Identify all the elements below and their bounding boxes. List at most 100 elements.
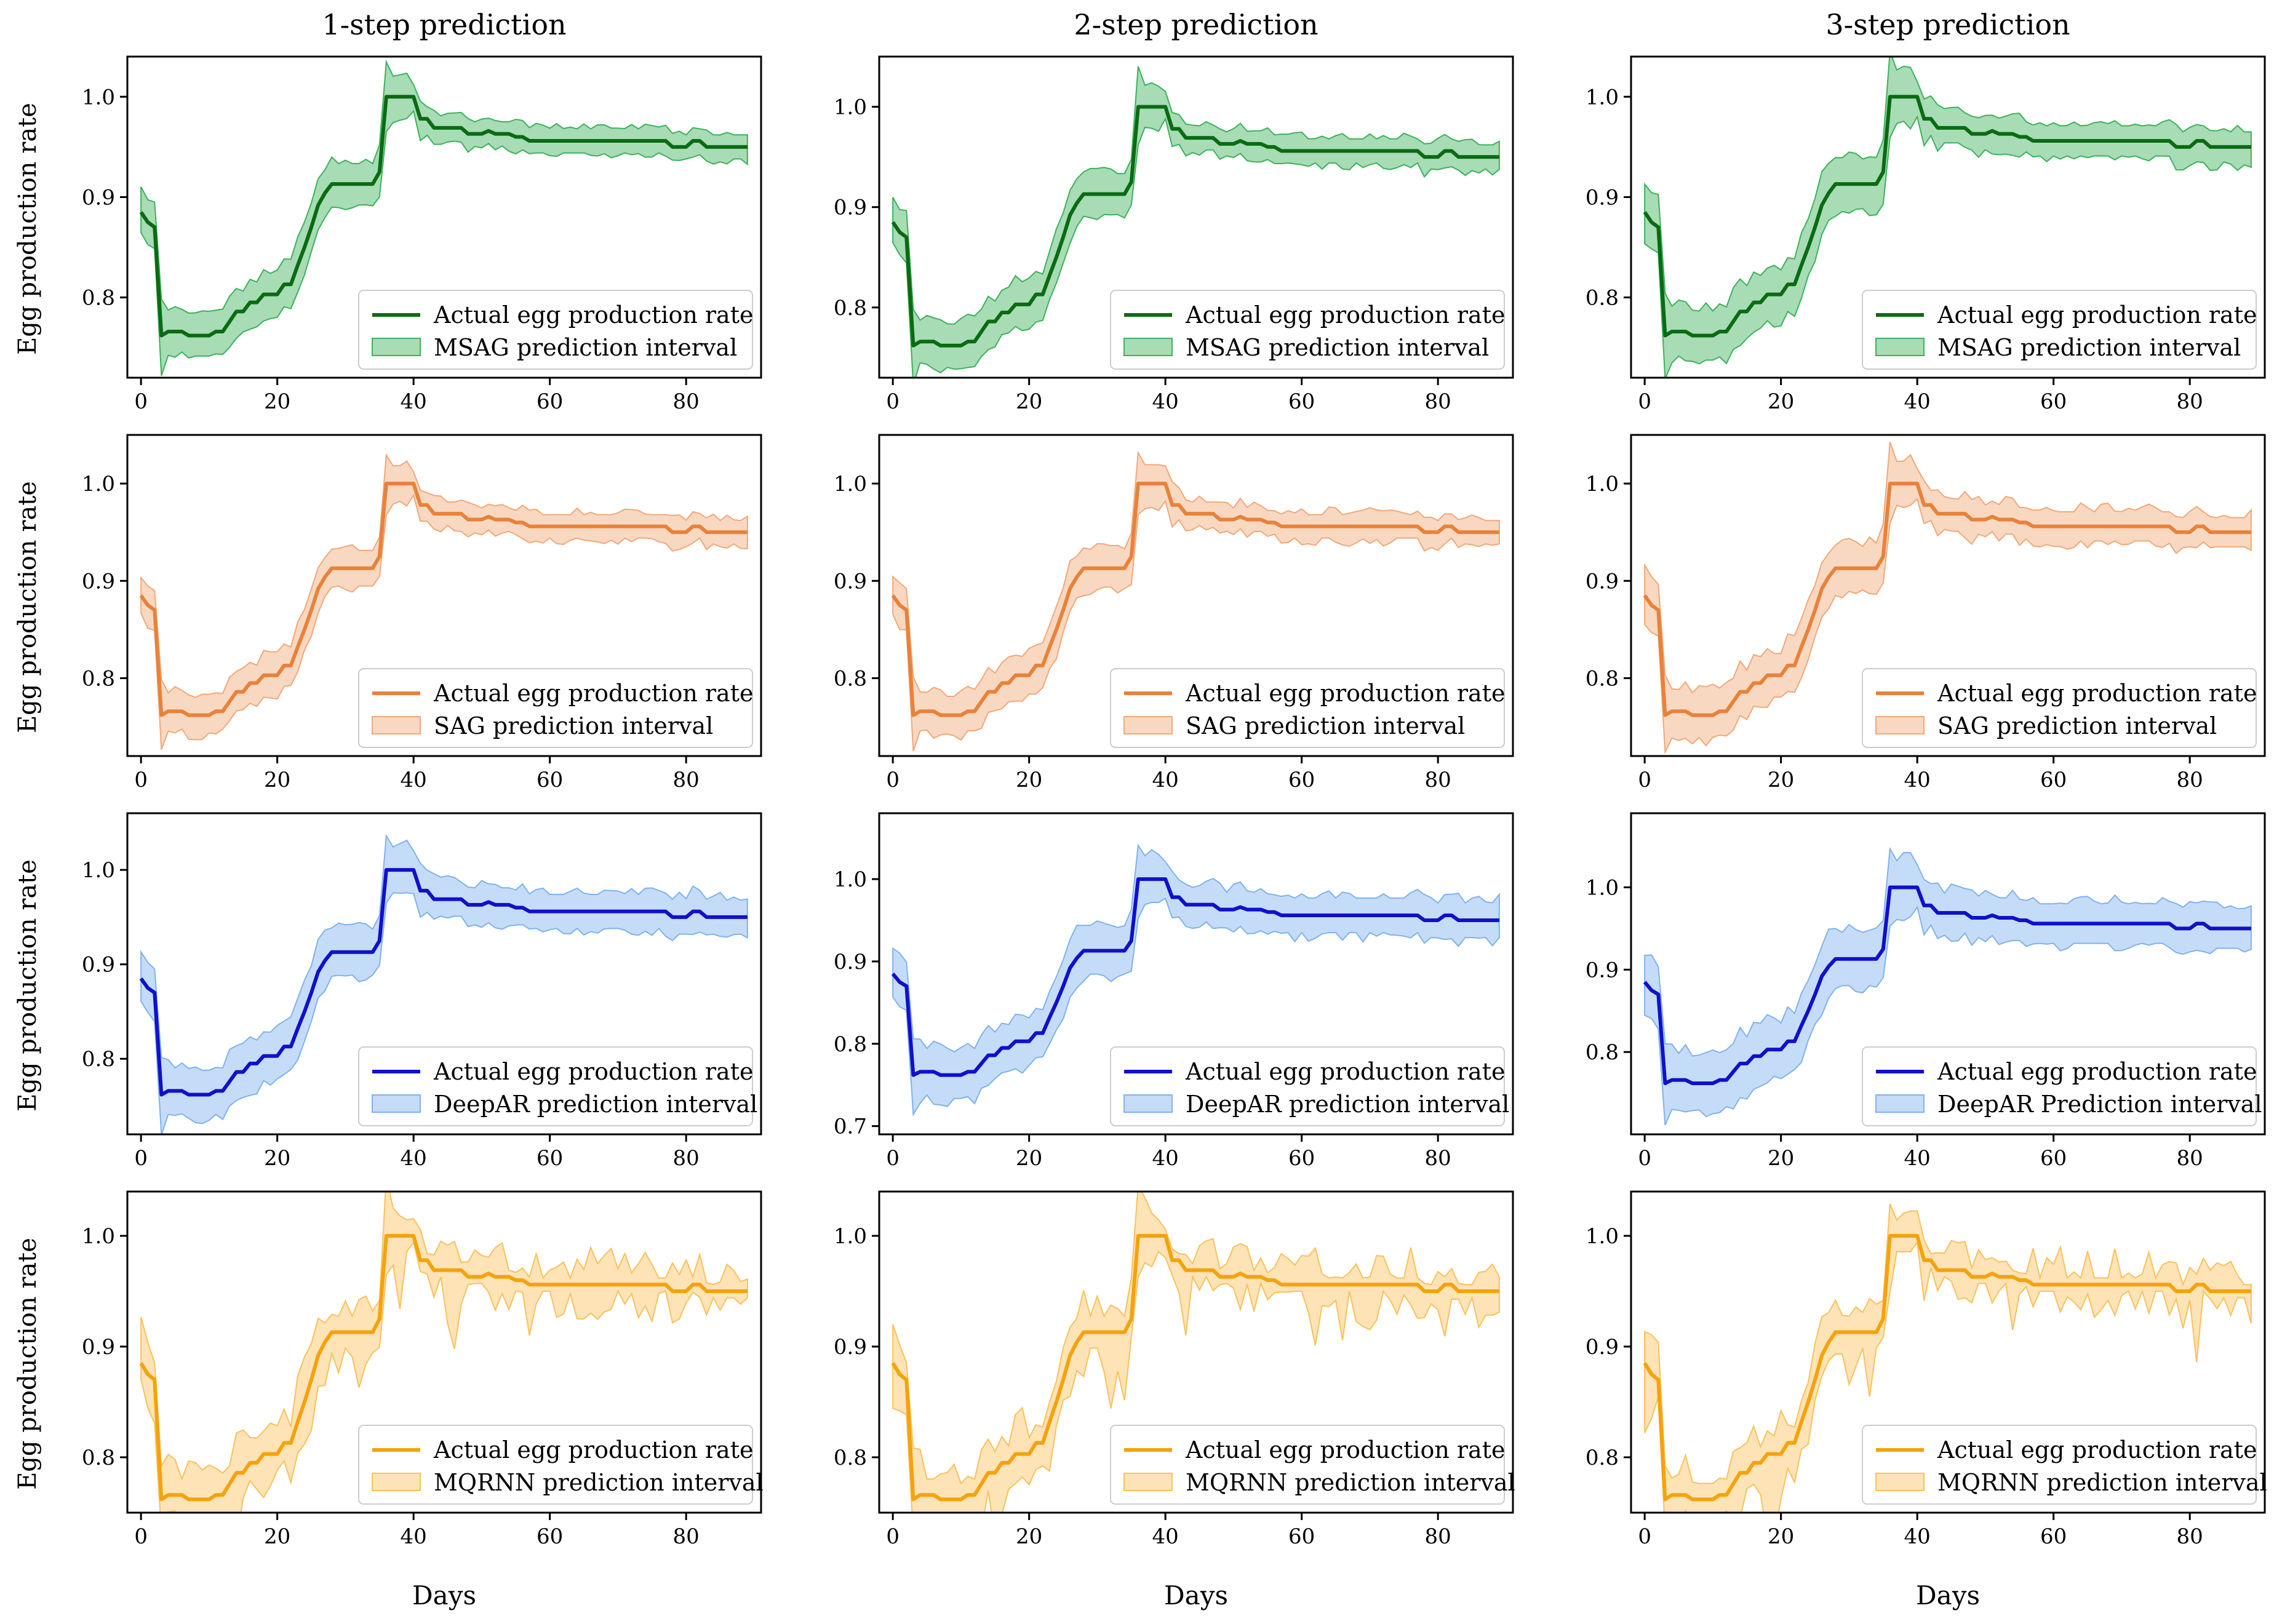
legend-label-interval: DeepAR prediction interval [434, 1091, 757, 1118]
axes-frame [1630, 55, 2266, 379]
x-tick-label: 60 [2040, 768, 2067, 792]
y-tick-label: 0.8 [834, 1446, 867, 1470]
legend-box [358, 1425, 753, 1505]
legend-band-swatch [1875, 716, 1925, 734]
legend-band-swatch [1123, 1473, 1173, 1491]
x-tick-label: 0 [1638, 768, 1651, 792]
x-tick-label: 0 [1638, 1146, 1651, 1171]
legend-band-swatch [1875, 338, 1925, 356]
subplot-msag-step-3: 0 20 40 60 80 0.8 0.9 1.0 Actual egg production … [1586, 55, 2266, 414]
y-tick-label: 1.0 [1586, 85, 1619, 109]
y-tick-label: 1.0 [82, 858, 115, 883]
x-tick-label: 0 [134, 389, 148, 414]
y-tick-label: 1.0 [834, 472, 867, 496]
legend-label-interval: DeepAR prediction interval [1186, 1091, 1509, 1118]
prediction-interval-band [1644, 442, 2252, 755]
x-tick-label: 80 [2177, 1146, 2203, 1171]
y-tick-label: 1.0 [1586, 472, 1619, 496]
x-tick-label: 20 [1768, 1146, 1794, 1171]
x-tick-label: 0 [886, 1146, 900, 1171]
axes-frame [878, 1190, 1514, 1514]
x-tick-label: 80 [2177, 768, 2203, 792]
y-tick-label: 0.8 [82, 286, 115, 311]
x-axis-label-col-2: Days [1164, 1580, 1228, 1610]
legend-label-interval: MQRNN prediction interval [1186, 1469, 1515, 1496]
legend-label-actual: Actual egg production rate [1937, 301, 2257, 328]
x-tick-label: 40 [1904, 768, 1931, 792]
legend-label-actual: Actual egg production rate [433, 301, 753, 328]
x-tick-label: 0 [134, 768, 148, 792]
y-tick-label: 1.0 [82, 472, 115, 496]
x-tick-label: 80 [673, 1524, 700, 1549]
legend-band-swatch [1123, 338, 1173, 356]
x-tick-label: 80 [673, 768, 700, 792]
legend-box [1110, 668, 1505, 748]
column-title-3-step: 3-step prediction [1825, 8, 2070, 41]
x-tick-label: 60 [2040, 1146, 2067, 1171]
prediction-interval-band [1644, 57, 2252, 378]
y-tick-label: 0.8 [82, 666, 115, 691]
actual-series-line [891, 1234, 1499, 1502]
y-tick-label: 0.8 [82, 1047, 115, 1072]
y-tick-label: 0.7 [834, 1115, 867, 1139]
legend: Actual egg production rate DeepAR predict… [358, 1046, 757, 1126]
subplot-grid: 0 20 40 60 80 0.8 0.9 1.0 Actual egg production … [82, 55, 2267, 1549]
legend-label-actual: Actual egg production rate [1937, 680, 2257, 707]
x-tick-label: 20 [1768, 768, 1794, 792]
legend-label-actual: Actual egg production rate [433, 1436, 753, 1463]
actual-series-line [891, 105, 1499, 348]
legend-label-interval: DeepAR Prediction interval [1937, 1091, 2262, 1118]
y-tick-label: 1.0 [82, 85, 115, 109]
legend-label-interval: MSAG prediction interval [434, 334, 737, 361]
x-tick-label: 80 [1425, 768, 1451, 792]
x-tick-label: 80 [1425, 1524, 1451, 1549]
legend-band-swatch [1123, 1094, 1173, 1113]
legend-box [1110, 290, 1505, 370]
legend-box [1862, 290, 2257, 370]
x-tick-label: 80 [2177, 389, 2203, 414]
legend-label-actual: Actual egg production rate [1185, 1058, 1505, 1085]
legend-box [358, 1046, 753, 1126]
actual-series-line [139, 1234, 748, 1502]
x-tick-label: 80 [1425, 389, 1451, 414]
x-tick-label: 60 [2040, 1524, 2067, 1549]
actual-series-line [139, 95, 748, 338]
column-title-1-step: 1-step prediction [322, 8, 566, 41]
y-tick-label: 0.8 [834, 1032, 867, 1057]
legend: Actual egg production rate DeepAR Predict… [1862, 1046, 2262, 1126]
axes-frame [1630, 812, 2266, 1136]
axes-frame [126, 1190, 762, 1514]
y-tick-label: 1.0 [1586, 875, 1619, 900]
subplot-mqrnn-step-2: 0 20 40 60 80 0.8 0.9 1.0 Actual egg production … [834, 1190, 1515, 1549]
legend: Actual egg production rate MQRNN predicti… [1110, 1425, 1515, 1505]
subplot-deepar-step-2: 0 20 40 60 80 0.7 0.8 0.9 1.0 Actual egg producti… [834, 812, 1514, 1171]
y-tick-label: 1.0 [834, 867, 867, 892]
x-tick-label: 60 [537, 1524, 563, 1549]
y-tick-label: 0.9 [82, 953, 115, 977]
y-tick-label: 0.8 [1586, 1446, 1619, 1470]
axes-frame [878, 55, 1514, 379]
legend-box [1110, 1425, 1505, 1505]
legend-box [1862, 1425, 2257, 1505]
x-tick-label: 0 [1638, 389, 1651, 414]
y-tick-label: 0.8 [1586, 1040, 1619, 1065]
y-tick-label: 1.0 [1586, 1224, 1619, 1249]
x-tick-label: 40 [1904, 1146, 1931, 1171]
y-tick-label: 0.9 [834, 569, 867, 594]
subplot-deepar-step-1: 0 20 40 60 80 0.8 0.9 1.0 Actual egg production … [82, 812, 762, 1171]
x-tick-label: 40 [1152, 1146, 1179, 1171]
legend-label-interval: MSAG prediction interval [1937, 334, 2241, 361]
legend-label-actual: Actual egg production rate [433, 680, 753, 707]
x-tick-label: 0 [886, 768, 900, 792]
x-tick-label: 60 [2040, 389, 2067, 414]
x-tick-label: 0 [886, 1524, 900, 1549]
y-tick-label: 0.9 [834, 1335, 867, 1359]
x-tick-label: 40 [1152, 1524, 1179, 1549]
prediction-interval-band [892, 66, 1500, 378]
x-tick-label: 0 [134, 1146, 148, 1171]
legend-band-swatch [1875, 1473, 1925, 1491]
x-tick-label: 0 [134, 1524, 148, 1549]
x-tick-label: 0 [1638, 1524, 1651, 1549]
actual-series-line [1643, 885, 2251, 1086]
legend-band-swatch [1875, 1094, 1925, 1113]
